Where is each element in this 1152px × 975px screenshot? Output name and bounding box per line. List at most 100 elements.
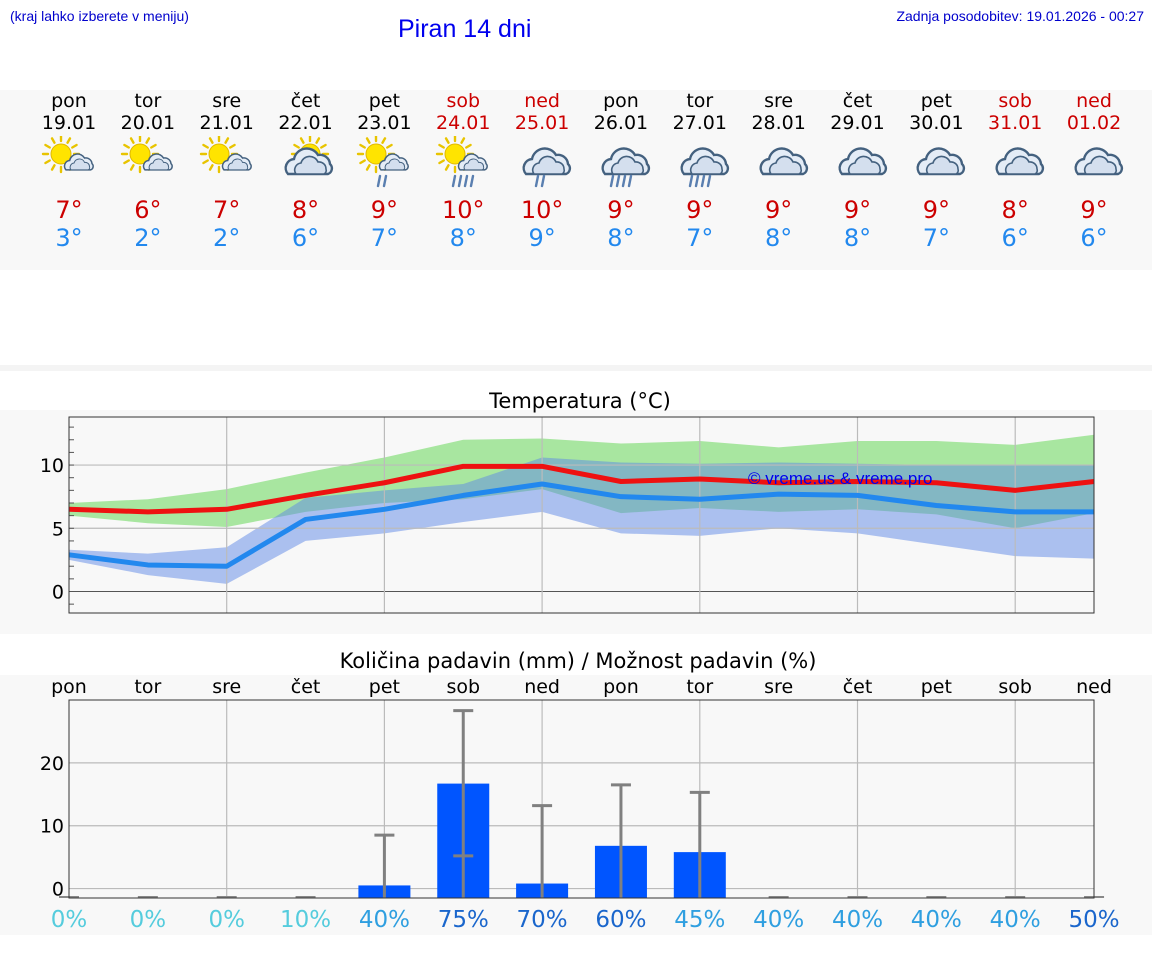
precip-probability: 0% [51, 907, 88, 933]
precip-day-label: ned [524, 676, 560, 698]
precip-day-label: pon [51, 676, 87, 698]
precip-day-label: pon [603, 676, 639, 698]
precip-probability: 40% [990, 907, 1041, 933]
weather-icon-wrap [985, 136, 1045, 188]
watermark: © vreme.us & vreme.pro [748, 469, 932, 488]
cloud-icon [995, 147, 1045, 176]
day-column: pet 30.01 9° 7° [897, 90, 975, 252]
day-column: ned 25.01 10° 9° [503, 90, 581, 252]
precip-plot-frame [68, 699, 1095, 899]
precip-y-tick: 10 [40, 816, 64, 838]
day-min-temp: 2° [213, 224, 241, 252]
temp-chart-title: Temperatura (°C) [488, 389, 671, 413]
page-title: Piran 14 dni [398, 15, 532, 43]
day-weekday: ned [524, 90, 560, 112]
precip-probability: 0% [208, 907, 245, 933]
precip-probability: 40% [359, 907, 410, 933]
day-max-temp: 10° [441, 196, 485, 224]
cloud-rain-icon [680, 147, 729, 188]
day-min-temp: 6° [1001, 224, 1029, 252]
divider [0, 365, 1152, 371]
cloud-icon [1074, 147, 1124, 176]
weather-icon-wrap [39, 134, 99, 188]
day-min-temp: 6° [1080, 224, 1108, 252]
day-max-temp: 9° [686, 196, 714, 224]
cloud-icon [837, 147, 887, 176]
location-hint: (kraj lahko izberete v meniju) [10, 8, 189, 24]
weather-icon-wrap [591, 136, 651, 188]
day-column: sob 31.01 8° 6° [976, 90, 1054, 252]
temp-plot-frame [68, 416, 1095, 614]
day-column: čet 29.01 9° 8° [819, 90, 897, 252]
day-max-temp: 7° [213, 196, 241, 224]
min-temp-range-band [69, 457, 1095, 584]
partly-cloudy-icon [284, 134, 333, 176]
precip-probability: 40% [832, 907, 883, 933]
day-max-temp: 8° [1001, 196, 1029, 224]
day-min-temp: 7° [922, 224, 950, 252]
day-column: sob 24.01 10° 8° [424, 90, 502, 252]
precip-day-label: sre [212, 676, 241, 698]
day-date: 31.01 [987, 112, 1043, 134]
day-min-temp: 8° [607, 224, 635, 252]
precip-day-label: pet [921, 676, 952, 698]
precip-day-label: tor [686, 676, 713, 698]
day-weekday: pon [603, 90, 639, 112]
last-update: Zadnja posodobitev: 19.01.2026 - 00:27 [896, 8, 1144, 24]
weather-icon-wrap [197, 134, 257, 188]
day-column: tor 20.01 6° 2° [109, 90, 187, 252]
precip-day-label: ned [1076, 676, 1112, 698]
day-max-temp: 9° [843, 196, 872, 224]
day-date: 01.02 [1066, 112, 1122, 134]
precip-day-label: pet [369, 676, 400, 698]
day-weekday: pet [368, 90, 400, 112]
day-date: 19.01 [41, 112, 97, 134]
precip-day-label: čet [843, 676, 873, 698]
day-date: 22.01 [278, 112, 333, 134]
day-max-temp: 9° [370, 196, 399, 224]
precip-probability: 45% [674, 907, 725, 933]
temp-y-tick: 10 [40, 455, 64, 477]
day-max-temp: 9° [607, 196, 635, 224]
max-temp-line [68, 463, 1095, 515]
cloud-drizzle-icon [522, 147, 572, 188]
sun-cloud-rain-icon [436, 134, 489, 188]
day-max-temp: 9° [765, 196, 793, 224]
day-min-temp: 8° [843, 224, 872, 252]
precip-day-label: sob [446, 676, 480, 698]
precip-chart-title: Količina padavin (mm) / Možnost padavin … [340, 649, 817, 673]
day-min-temp: 7° [370, 224, 399, 252]
day-min-temp: 9° [528, 224, 556, 252]
day-max-temp: 7° [55, 196, 83, 224]
day-min-temp: 3° [55, 224, 83, 252]
day-date: 20.01 [120, 112, 176, 134]
day-column: pon 19.01 7° 3° [30, 90, 108, 252]
weather-icon-wrap [749, 136, 809, 188]
weather-icon-wrap [118, 134, 178, 188]
day-min-temp: 7° [686, 224, 714, 252]
forecast-panel: pon 19.01 7° 3° tor 20.01 6° 2° sre 21.01 7° 2° čet 2… [0, 90, 1152, 270]
sun-cloud-icon [41, 134, 94, 174]
day-date: 24.01 [436, 112, 491, 134]
day-min-temp: 2° [134, 224, 162, 252]
weather-icon-wrap [512, 136, 572, 188]
sun-cloud-icon [199, 134, 252, 174]
day-date: 26.01 [593, 112, 649, 134]
weather-icon-wrap [354, 134, 414, 188]
sun-cloud-drizzle-icon [357, 134, 410, 188]
day-weekday: sre [212, 90, 242, 112]
precip-day-label: sob [998, 676, 1032, 698]
day-weekday: pet [920, 90, 952, 112]
temp-y-tick: 0 [52, 582, 64, 604]
precip-day-label: čet [291, 676, 321, 698]
precip-day-label: sre [764, 676, 793, 698]
day-date: 28.01 [751, 112, 806, 134]
precip-probability: 50% [1068, 907, 1119, 933]
precip-probability: 40% [911, 907, 962, 933]
day-column: čet 22.01 8° 6° [267, 90, 345, 252]
precip-probability: 70% [517, 907, 568, 933]
sun-cloud-icon [120, 134, 173, 174]
precip-probability: 0% [130, 907, 167, 933]
day-weekday: čet [290, 90, 321, 112]
day-date: 23.01 [357, 112, 412, 134]
